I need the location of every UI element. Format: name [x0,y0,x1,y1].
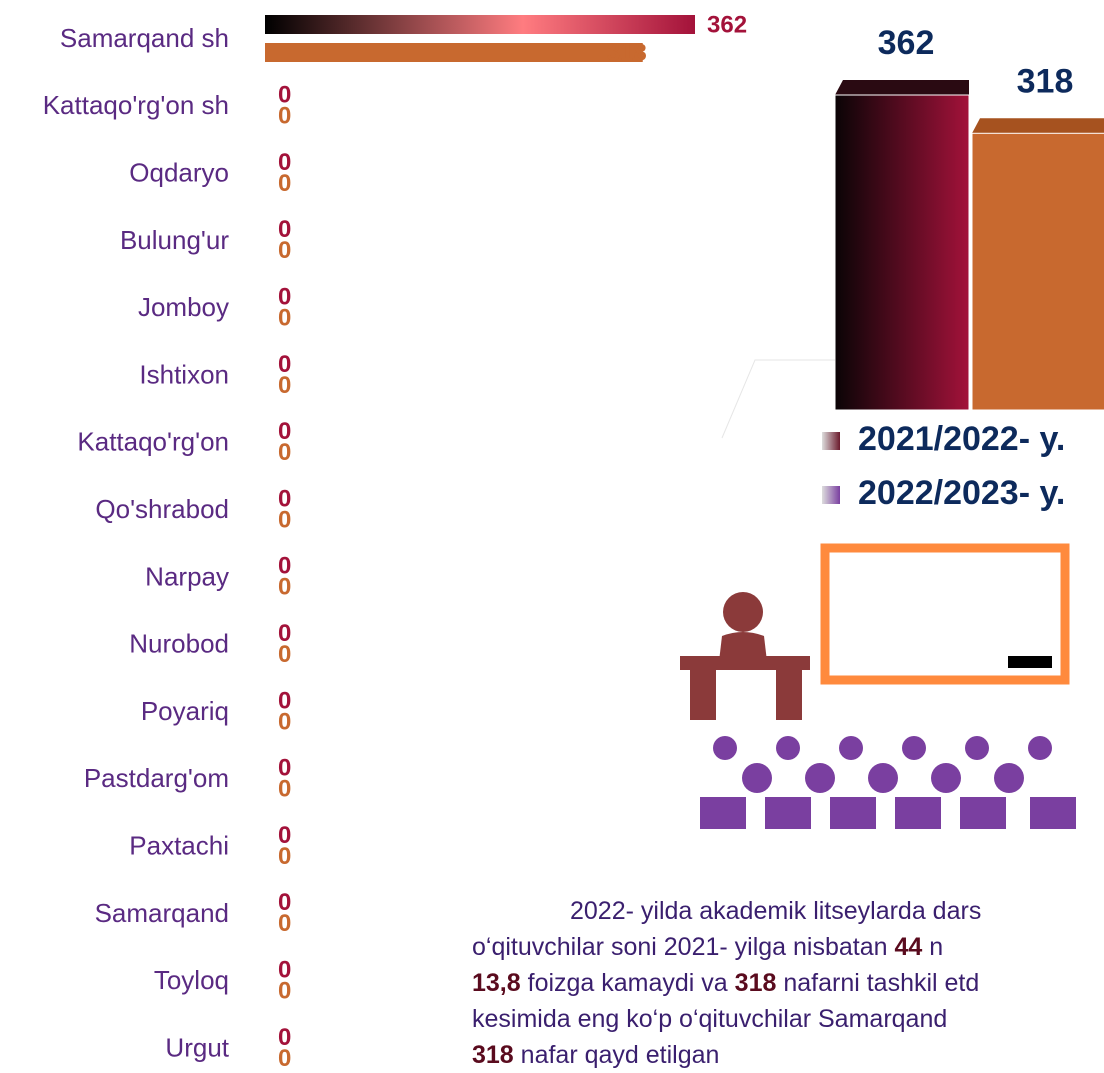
value-label: 0 [278,216,291,243]
paragraph-line: 2022- yilda akademik litseylarda dars [472,893,1104,929]
value-label: 0 [278,1045,291,1072]
y-tick-label: Nurobod [129,629,229,659]
text-run: 44 [894,933,923,961]
y-tick-label: Oqdaryo [129,157,229,187]
text-run: 318 [734,969,777,997]
text-run: nafarni tashkil etd [776,969,980,997]
bar-top [972,118,1104,134]
y-tick-label: Samarqand sh [60,23,229,53]
y-tick-label: Qo'shrabod [95,494,229,524]
value-label: 0 [278,82,291,109]
value-label: 0 [278,755,291,782]
text-run: 318 [472,1041,514,1069]
y-tick-label: Jomboy [138,292,229,322]
value-label: 0 [278,910,291,937]
paragraph-line: kesimida eng ko‘p o‘qituvchilar Samarqan… [472,1001,1104,1037]
y-tick-label: Narpay [145,561,229,591]
text-run: foizga kamaydi va [520,969,735,997]
y-tick-label: Kattaqo'rg'on [77,427,229,457]
value-label: 0 [278,553,291,580]
y-tick-label: Bulung'ur [120,225,229,255]
y-tick-label: Ishtixon [139,359,229,389]
value-label: 0 [278,843,291,870]
value-label: 0 [278,957,291,984]
value-label: 0 [278,1024,291,1051]
text-run: o‘qituvchilar soni 2021- yilga nisbatan [472,933,895,961]
value-label: 0 [278,351,291,378]
bar [971,132,1104,411]
value-label: 0 [278,641,291,668]
value-label: 0 [278,687,291,714]
value-label: 362 [707,11,747,38]
bar [834,94,970,411]
value-label: 0 [278,439,291,466]
value-label: 0 [278,822,291,849]
value-label: 318 [607,39,647,66]
text-run: 2022- yilda akademik litseylarda dars [570,897,982,925]
value-label: 0 [278,978,291,1005]
value-label: 362 [878,24,935,62]
bar [265,15,695,34]
value-label: 0 [278,237,291,264]
value-label: 0 [278,776,291,803]
value-label: 318 [1017,62,1074,100]
value-label: 0 [278,103,291,130]
value-label: 0 [278,620,291,647]
y-tick-label: Urgut [165,1032,229,1062]
legend-label: 2022/2023- y. [858,474,1065,512]
y-tick-label: Toyloq [154,965,229,995]
value-label: 0 [278,485,291,512]
text-run: 13,8 [472,969,521,997]
teacher-icon [680,543,1070,720]
paragraph-line: o‘qituvchilar soni 2021- yilga nisbatan … [472,929,1104,965]
legend-marker [822,486,840,504]
floor [721,359,835,439]
y-tick-label: Samarqand [95,898,229,928]
paragraph-line: 318 nafar qayd etilgan [472,1037,1104,1073]
value-label: 0 [278,506,291,533]
text-run: nafar qayd etilgan [513,1041,720,1069]
paragraph-line: 13,8 foizga kamaydi va 318 nafarni tashk… [472,965,1104,1001]
y-tick-label: Poyariq [141,696,229,726]
value-label: 0 [278,372,291,399]
students-icon [700,736,1076,829]
legend-label: 2021/2022- y. [858,420,1065,458]
legend-marker [822,432,840,450]
value-label: 0 [278,708,291,735]
y-tick-label: Paxtachi [129,830,229,860]
text-run: n [922,933,944,961]
value-label: 0 [278,418,291,445]
bar [265,43,643,62]
text-run: kesimida eng ko‘p o‘qituvchilar Samarqan… [472,1005,948,1033]
value-label: 0 [278,889,291,916]
paragraph: 2022- yilda akademik litseylarda dars o‘q… [472,893,1104,1073]
value-label: 0 [278,574,291,601]
bar-top [835,80,969,95]
value-label: 0 [278,284,291,311]
y-tick-label: Kattaqo'rg'on sh [43,90,229,120]
value-label: 0 [278,149,291,176]
y-tick-label: Pastdarg'om [84,763,229,793]
value-label: 0 [278,305,291,332]
value-label: 0 [278,170,291,197]
